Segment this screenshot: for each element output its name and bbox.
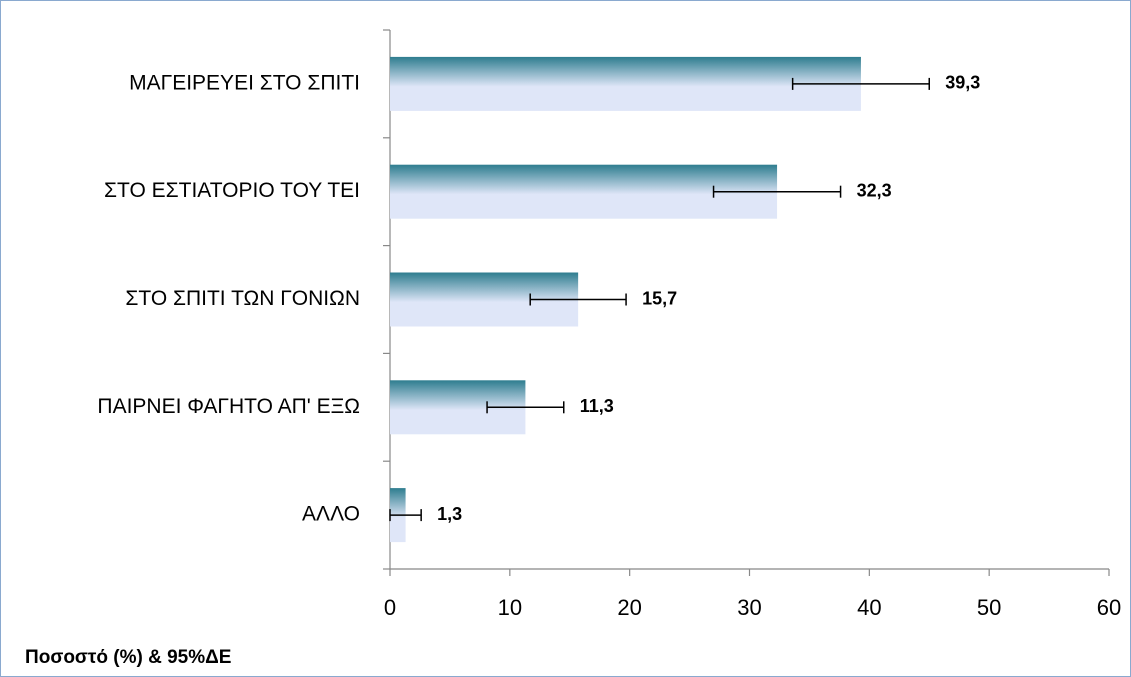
bar bbox=[390, 164, 778, 219]
value-label: 39,3 bbox=[945, 73, 980, 93]
category-label: ΑΛΛΟ bbox=[302, 503, 360, 526]
value-label: 15,7 bbox=[642, 288, 677, 308]
x-axis-title: Ποσοστό (%) & 95%ΔΕ bbox=[25, 647, 231, 668]
error-bar bbox=[486, 401, 565, 414]
bar bbox=[390, 56, 861, 111]
error-bar bbox=[712, 185, 842, 198]
category-label: ΜΑΓΕΙΡΕΥΕΙ ΣΤΟ ΣΠΙΤΙ bbox=[129, 71, 360, 94]
value-label: 32,3 bbox=[857, 180, 892, 200]
category-label: ΣΤΟ ΕΣΤΙΑΤΟΡΙΟ ΤΟΥ ΤΕΙ bbox=[104, 179, 360, 202]
x-tick-label: 40 bbox=[857, 595, 881, 620]
value-label: 11,3 bbox=[580, 396, 614, 416]
x-tick-label: 10 bbox=[498, 595, 522, 620]
category-label: ΠΑΙΡΝΕΙ ΦΑΓΗΤΟ ΑΠ' ΕΞΩ bbox=[97, 395, 360, 418]
error-bar bbox=[389, 509, 422, 522]
value-label: 1,3 bbox=[437, 504, 462, 524]
error-bar bbox=[529, 293, 627, 306]
error-bar bbox=[791, 77, 930, 90]
x-tick-label: 60 bbox=[1097, 595, 1121, 620]
x-tick-label: 30 bbox=[737, 595, 761, 620]
x-tick-label: 0 bbox=[384, 595, 396, 620]
category-label: ΣΤΟ ΣΠΙΤΙ ΤΩΝ ΓΟΝΙΩΝ bbox=[125, 287, 360, 310]
x-tick-label: 20 bbox=[617, 595, 641, 620]
x-tick-label: 50 bbox=[977, 595, 1001, 620]
